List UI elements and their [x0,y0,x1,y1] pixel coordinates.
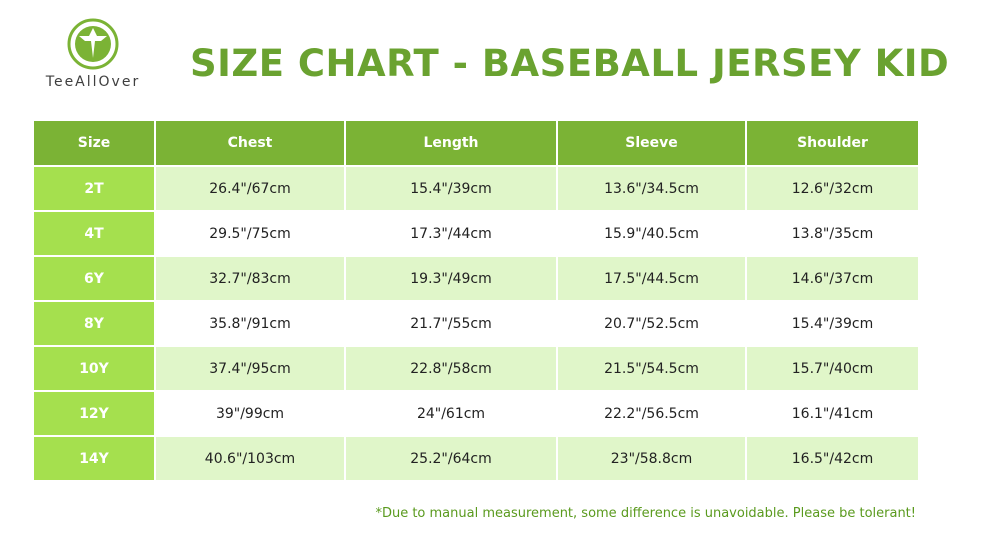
length-cell: 24"/61cm [344,390,558,437]
brand-name: TeeAllOver [45,74,141,90]
shoulder-cell: 16.1"/41cm [745,390,920,437]
table-row: 10Y 37.4"/95cm 22.8"/58cm 21.5"/54.5cm 1… [32,345,920,392]
length-cell: 21.7"/55cm [344,300,558,347]
sleeve-cell: 20.7"/52.5cm [556,300,747,347]
shoulder-cell: 13.8"/35cm [745,210,920,257]
header-length: Length [344,119,558,167]
shoulder-cell: 16.5"/42cm [745,435,920,482]
table-header-row: Size Chest Length Sleeve Shoulder [32,119,920,167]
chest-cell: 35.8"/91cm [154,300,346,347]
size-cell: 14Y [32,435,156,482]
size-cell: 6Y [32,255,156,302]
chest-cell: 37.4"/95cm [154,345,346,392]
table-row: 8Y 35.8"/91cm 21.7"/55cm 20.7"/52.5cm 15… [32,300,920,347]
sleeve-cell: 13.6"/34.5cm [556,165,747,212]
page-title: SIZE CHART - BASEBALL JERSEY KID [190,42,950,85]
size-cell: 10Y [32,345,156,392]
table-row: 6Y 32.7"/83cm 19.3"/49cm 17.5"/44.5cm 14… [32,255,920,302]
sleeve-cell: 22.2"/56.5cm [556,390,747,437]
header-chest: Chest [154,119,346,167]
size-chart-table: Size Chest Length Sleeve Shoulder 2T 26.… [32,119,920,482]
header-sleeve: Sleeve [556,119,747,167]
shoulder-cell: 14.6"/37cm [745,255,920,302]
sleeve-cell: 23"/58.8cm [556,435,747,482]
chest-cell: 29.5"/75cm [154,210,346,257]
length-cell: 25.2"/64cm [344,435,558,482]
size-cell: 12Y [32,390,156,437]
shoulder-cell: 15.4"/39cm [745,300,920,347]
header-shoulder: Shoulder [745,119,920,167]
table-row: 2T 26.4"/67cm 15.4"/39cm 13.6"/34.5cm 12… [32,165,920,212]
size-cell: 4T [32,210,156,257]
shoulder-cell: 15.7"/40cm [745,345,920,392]
arrow-emblem-icon [67,18,119,70]
length-cell: 22.8"/58cm [344,345,558,392]
chest-cell: 40.6"/103cm [154,435,346,482]
size-cell: 8Y [32,300,156,347]
length-cell: 17.3"/44cm [344,210,558,257]
header-size: Size [32,119,156,167]
length-cell: 15.4"/39cm [344,165,558,212]
chest-cell: 32.7"/83cm [154,255,346,302]
chest-cell: 39"/99cm [154,390,346,437]
size-cell: 2T [32,165,156,212]
sleeve-cell: 17.5"/44.5cm [556,255,747,302]
shoulder-cell: 12.6"/32cm [745,165,920,212]
table-row: 12Y 39"/99cm 24"/61cm 22.2"/56.5cm 16.1"… [32,390,920,437]
length-cell: 19.3"/49cm [344,255,558,302]
table-row: 4T 29.5"/75cm 17.3"/44cm 15.9"/40.5cm 13… [32,210,920,257]
table-row: 14Y 40.6"/103cm 25.2"/64cm 23"/58.8cm 16… [32,435,920,482]
measurement-disclaimer: *Due to manual measurement, some differe… [375,506,916,521]
sleeve-cell: 21.5"/54.5cm [556,345,747,392]
sleeve-cell: 15.9"/40.5cm [556,210,747,257]
brand-logo: TeeAllOver [28,14,158,96]
chest-cell: 26.4"/67cm [154,165,346,212]
